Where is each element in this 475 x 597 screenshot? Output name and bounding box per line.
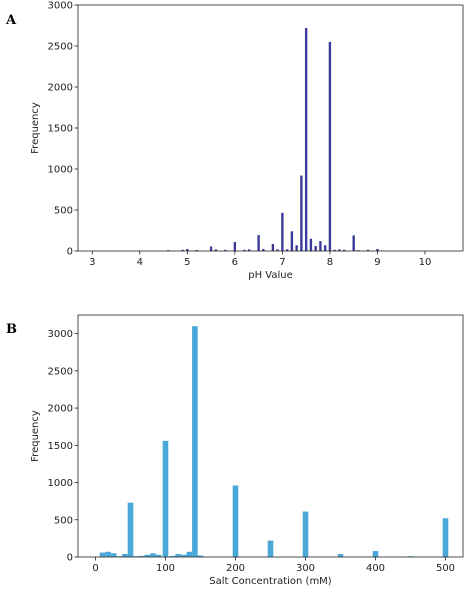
y-tick-label: 2000 — [48, 404, 73, 415]
y-tick-label: 2500 — [48, 42, 73, 53]
histogram-bar — [214, 249, 218, 251]
histogram-bar — [162, 440, 169, 557]
histogram-bar — [271, 244, 275, 251]
x-tick-label: 0 — [92, 563, 98, 574]
histogram-bar — [144, 554, 151, 557]
histogram-bar — [122, 554, 128, 557]
histogram-bar — [372, 551, 379, 557]
y-tick-label: 1500 — [48, 441, 73, 452]
y-tick-label: 1000 — [48, 165, 73, 176]
histogram-bar — [138, 555, 145, 557]
histogram-bar — [150, 553, 156, 557]
y-axis-label: Frequency — [30, 102, 41, 154]
histogram-bar — [281, 212, 284, 251]
y-tick-label: 1500 — [48, 124, 73, 135]
histogram-bar — [333, 249, 336, 251]
histogram-bar — [247, 249, 251, 251]
y-tick-label: 500 — [54, 515, 73, 526]
histogram-bar — [357, 250, 360, 251]
x-tick-label: 9 — [374, 257, 380, 268]
x-tick-label: 6 — [232, 257, 238, 268]
x-axis-label: pH Value — [248, 270, 293, 281]
histogram-bar — [285, 249, 289, 251]
histogram-bar — [209, 246, 213, 251]
histogram-bar — [300, 175, 303, 251]
histogram-bar — [155, 554, 162, 557]
y-tick-label: 3000 — [48, 329, 73, 340]
histogram-bar — [197, 555, 204, 557]
histogram-bar — [314, 246, 317, 251]
y-tick-label: 2000 — [48, 83, 73, 94]
x-tick-label: 200 — [226, 563, 245, 574]
histogram-bar — [352, 235, 355, 251]
histogram-bar — [181, 249, 184, 251]
histogram-bar — [175, 554, 181, 557]
x-tick-label: 100 — [156, 563, 175, 574]
y-tick-label: 0 — [67, 247, 73, 258]
histogram-bar — [323, 245, 327, 251]
histogram-bar — [442, 518, 449, 557]
x-tick-label: 500 — [436, 563, 455, 574]
x-tick-label: 4 — [137, 257, 143, 268]
y-tick-label: 0 — [67, 553, 73, 564]
histogram-bar — [309, 238, 313, 251]
histogram-bar — [180, 554, 187, 557]
y-tick-label: 1000 — [48, 478, 73, 489]
histogram-bar — [342, 249, 346, 251]
histogram-bar — [192, 326, 198, 557]
ph-histogram-chart: 3 4 5 6 7 8 9 10 0 500 1000 1500 2000 2500 3000 pH Valu… — [30, 1, 464, 281]
histogram-bar — [167, 250, 170, 251]
histogram-bar — [267, 540, 274, 557]
histogram-bar — [127, 502, 134, 557]
y-tick-label: 500 — [54, 206, 73, 217]
histogram-bar — [328, 41, 332, 252]
x-tick-label: 5 — [184, 257, 190, 268]
y-tick-label: 3000 — [48, 1, 73, 12]
histogram-bar — [366, 249, 370, 251]
x-tick-label: 10 — [419, 257, 432, 268]
histogram-bar — [224, 249, 227, 251]
histogram-bar — [110, 553, 117, 557]
x-tick-label: 400 — [366, 563, 385, 574]
histogram-bar — [338, 249, 341, 251]
histogram-bar — [105, 551, 111, 557]
histogram-bar — [257, 235, 260, 251]
panel-letter-a: A — [6, 13, 17, 28]
histogram-bar — [302, 511, 309, 557]
histogram-bar — [99, 552, 106, 557]
histogram-bar — [319, 241, 322, 251]
x-axis-label: Salt Concentration (mM) — [209, 576, 332, 587]
x-tick-label: 8 — [327, 257, 333, 268]
x-tick-label: 3 — [89, 257, 95, 268]
x-tick-label: 300 — [296, 563, 315, 574]
histogram-bar — [304, 27, 308, 252]
histogram-bar — [262, 248, 265, 251]
histogram-bar — [186, 551, 193, 557]
histogram-bar — [337, 554, 344, 557]
histogram-bar — [295, 245, 298, 251]
histogram-bar — [376, 248, 379, 251]
plot-frame — [77, 314, 464, 558]
histogram-bar — [186, 248, 189, 251]
histogram-bar — [276, 249, 279, 251]
salt-histogram-chart: 0 100 200 300 400 500 0 500 1000 1500 2000 2500 3000… — [30, 314, 464, 587]
histogram-bar — [169, 555, 176, 557]
y-tick-label: 2500 — [48, 366, 73, 377]
histogram-bar — [232, 485, 239, 557]
histogram-bar — [195, 250, 199, 251]
panel-letter-b: B — [6, 322, 17, 337]
histogram-bar — [243, 249, 246, 251]
histogram-bar — [290, 231, 294, 251]
y-axis-label: Frequency — [30, 410, 41, 462]
x-tick-label: 7 — [279, 257, 285, 268]
plot-frame — [77, 4, 464, 252]
histogram-bar — [233, 241, 237, 251]
